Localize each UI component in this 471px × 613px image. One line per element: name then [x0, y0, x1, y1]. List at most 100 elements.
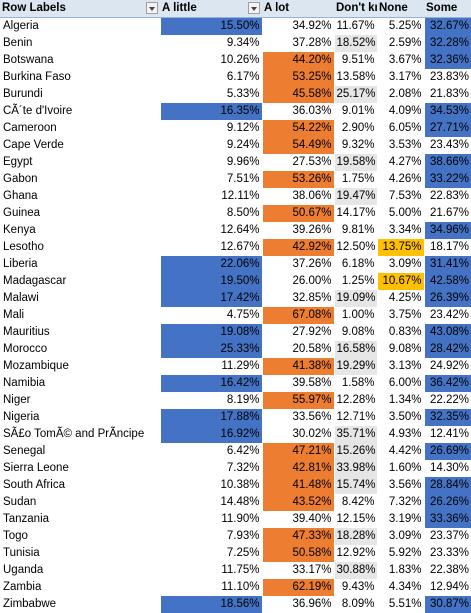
row-label[interactable]: Malawi [0, 290, 161, 307]
row-label[interactable]: Cape Verde [0, 137, 161, 154]
cell-none[interactable]: 4.09% [377, 103, 425, 120]
cell-a-little[interactable]: 6.42% [160, 443, 263, 460]
cell-none[interactable]: 10.67% [377, 273, 425, 290]
cell-a-little[interactable]: 10.26% [160, 52, 263, 69]
cell-none[interactable]: 9.08% [377, 341, 425, 358]
row-label[interactable]: CÃ´te d'Ivoire [0, 103, 161, 120]
cell-a-little[interactable]: 18.56% [160, 596, 263, 613]
table-row[interactable]: Mozambique 11.29% 41.38% 19.29% 3.13% 24.92% [0, 358, 471, 375]
row-label[interactable]: Togo [0, 528, 161, 545]
cell-a-little[interactable]: 12.67% [160, 239, 263, 256]
cell-dont-know[interactable]: 1.58% [334, 375, 378, 392]
cell-a-lot[interactable]: 42.92% [262, 239, 335, 256]
cell-some[interactable]: 34.96% [424, 222, 471, 239]
cell-some[interactable]: 34.53% [424, 103, 471, 120]
table-row[interactable]: Namibia 16.42% 39.58% 1.58% 6.00% 36.42% [0, 375, 471, 392]
cell-dont-know[interactable]: 9.51% [334, 52, 378, 69]
table-row[interactable]: Liberia 22.06% 37.26% 6.18% 3.09% 31.41% [0, 256, 471, 273]
cell-some[interactable]: 30.87% [424, 596, 471, 613]
cell-dont-know[interactable]: 16.58% [334, 341, 378, 358]
table-row[interactable]: Guinea 8.50% 50.67% 14.17% 5.00% 21.67% [0, 205, 471, 222]
cell-a-lot[interactable]: 41.48% [262, 477, 335, 494]
cell-dont-know[interactable]: 9.32% [334, 137, 378, 154]
row-label[interactable]: Cameroon [0, 120, 161, 137]
cell-none[interactable]: 5.00% [377, 205, 425, 222]
row-label[interactable]: Zambia [0, 579, 161, 596]
cell-a-little[interactable]: 16.92% [160, 426, 263, 443]
cell-a-little[interactable]: 9.12% [160, 120, 263, 137]
cell-some[interactable]: 33.36% [424, 511, 471, 528]
row-label[interactable]: Algeria [0, 17, 161, 35]
header-a-little[interactable]: A little [160, 0, 262, 18]
cell-a-lot[interactable]: 33.56% [262, 409, 335, 426]
row-label[interactable]: Burundi [0, 86, 161, 103]
table-row[interactable]: Niger 8.19% 55.97% 12.28% 1.34% 22.22% [0, 392, 471, 409]
cell-a-little[interactable]: 7.32% [160, 460, 263, 477]
cell-a-little[interactable]: 15.50% [160, 17, 263, 35]
cell-none[interactable]: 6.00% [377, 375, 425, 392]
cell-dont-know[interactable]: 9.81% [334, 222, 378, 239]
row-label[interactable]: Niger [0, 392, 161, 409]
cell-a-lot[interactable]: 39.26% [262, 222, 335, 239]
cell-dont-know[interactable]: 19.58% [334, 154, 378, 171]
table-row[interactable]: Lesotho 12.67% 42.92% 12.50% 13.75% 18.17% [0, 239, 471, 256]
cell-a-little[interactable]: 12.11% [160, 188, 263, 205]
cell-none[interactable]: 3.17% [377, 69, 425, 86]
row-label[interactable]: Zimbabwe [0, 596, 161, 613]
cell-dont-know[interactable]: 19.29% [334, 358, 378, 375]
cell-a-little[interactable]: 19.08% [160, 324, 263, 341]
table-row[interactable]: Zambia 11.10% 62.19% 9.43% 4.34% 12.94% [0, 579, 471, 596]
cell-dont-know[interactable]: 18.52% [334, 35, 378, 52]
cell-none[interactable]: 3.53% [377, 137, 425, 154]
table-row[interactable]: Uganda 11.75% 33.17% 30.88% 1.83% 22.38% [0, 562, 471, 579]
row-label[interactable]: Ghana [0, 188, 161, 205]
cell-none[interactable]: 3.09% [377, 256, 425, 273]
cell-dont-know[interactable]: 30.88% [334, 562, 378, 579]
cell-a-lot[interactable]: 39.58% [262, 375, 335, 392]
table-row[interactable]: Tunisia 7.25% 50.58% 12.92% 5.92% 23.33% [0, 545, 471, 562]
cell-a-lot[interactable]: 55.97% [262, 392, 335, 409]
cell-dont-know[interactable]: 12.50% [334, 239, 378, 256]
row-label[interactable]: Gabon [0, 171, 161, 188]
cell-a-little[interactable]: 12.64% [160, 222, 263, 239]
cell-dont-know[interactable]: 15.74% [334, 477, 378, 494]
cell-a-little[interactable]: 9.96% [160, 154, 263, 171]
row-label[interactable]: Guinea [0, 205, 161, 222]
cell-some[interactable]: 14.30% [429, 462, 469, 474]
cell-a-lot[interactable]: 44.20% [262, 52, 335, 69]
cell-dont-know[interactable]: 14.17% [334, 205, 378, 222]
row-label[interactable]: Tanzania [0, 511, 161, 528]
filter-dropdown-icon[interactable] [146, 2, 158, 14]
cell-some[interactable]: 24.92% [429, 360, 469, 372]
cell-a-lot[interactable]: 39.40% [262, 511, 335, 528]
cell-some[interactable]: 23.43% [429, 139, 469, 151]
header-none[interactable]: None [377, 0, 424, 18]
cell-dont-know[interactable]: 6.18% [334, 256, 378, 273]
cell-dont-know[interactable]: 1.00% [334, 307, 378, 324]
cell-a-lot[interactable]: 34.92% [262, 17, 335, 35]
cell-a-little[interactable]: 9.24% [160, 137, 263, 154]
cell-a-lot[interactable]: 36.03% [262, 103, 335, 120]
cell-none[interactable]: 3.56% [377, 477, 425, 494]
cell-a-little[interactable]: 8.50% [160, 205, 263, 222]
table-row[interactable]: Cape Verde 9.24% 54.49% 9.32% 3.53% 23.43% [0, 137, 471, 154]
cell-some[interactable]: 28.84% [424, 477, 471, 494]
cell-some[interactable]: 22.22% [429, 394, 469, 406]
cell-a-lot[interactable]: 42.81% [262, 460, 335, 477]
cell-some[interactable]: 26.26% [424, 494, 471, 511]
cell-some[interactable]: 28.42% [424, 341, 471, 358]
cell-some[interactable]: 42.58% [424, 273, 471, 290]
table-row[interactable]: Algeria 15.50% 34.92% 11.67% 5.25% 32.67% [0, 17, 471, 35]
cell-a-little[interactable]: 17.88% [160, 409, 263, 426]
cell-a-little[interactable]: 4.75% [160, 307, 263, 324]
table-row[interactable]: Mali 4.75% 67.08% 1.00% 3.75% 23.42% [0, 307, 471, 324]
cell-none[interactable]: 3.75% [377, 307, 425, 324]
cell-a-lot[interactable]: 47.33% [262, 528, 335, 545]
cell-some[interactable]: 38.66% [424, 154, 471, 171]
cell-a-little[interactable]: 25.33% [160, 341, 263, 358]
cell-some[interactable]: 23.42% [429, 309, 469, 321]
cell-a-little[interactable]: 19.50% [160, 273, 263, 290]
table-row[interactable]: Ghana 12.11% 38.06% 19.47% 7.53% 22.83% [0, 188, 471, 205]
row-label[interactable]: South Africa [0, 477, 161, 494]
cell-none[interactable]: 4.26% [377, 171, 425, 188]
